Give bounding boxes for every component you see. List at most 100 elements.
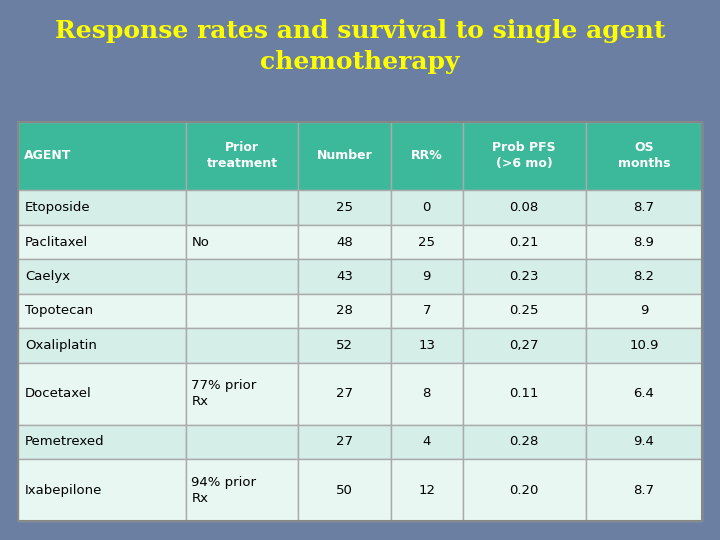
Text: 12: 12: [418, 484, 435, 497]
FancyBboxPatch shape: [462, 225, 585, 259]
Text: 9.4: 9.4: [634, 435, 654, 448]
FancyBboxPatch shape: [585, 122, 702, 191]
FancyBboxPatch shape: [18, 424, 186, 459]
Text: RR%: RR%: [411, 150, 443, 163]
Text: 9: 9: [639, 305, 648, 318]
FancyBboxPatch shape: [462, 328, 585, 363]
Text: 8.9: 8.9: [634, 235, 654, 248]
Text: Number: Number: [317, 150, 372, 163]
FancyBboxPatch shape: [585, 294, 702, 328]
FancyBboxPatch shape: [299, 459, 391, 521]
FancyBboxPatch shape: [18, 328, 186, 363]
FancyBboxPatch shape: [462, 294, 585, 328]
Text: No: No: [192, 235, 210, 248]
FancyBboxPatch shape: [18, 122, 186, 191]
FancyBboxPatch shape: [18, 459, 186, 521]
FancyBboxPatch shape: [18, 191, 186, 225]
Text: 77% prior
Rx: 77% prior Rx: [192, 379, 256, 408]
Text: 0.21: 0.21: [510, 235, 539, 248]
FancyBboxPatch shape: [391, 328, 462, 363]
FancyBboxPatch shape: [18, 294, 186, 328]
Text: Prior
treatment: Prior treatment: [207, 141, 278, 171]
FancyBboxPatch shape: [585, 225, 702, 259]
Text: 6.4: 6.4: [634, 387, 654, 400]
Text: Response rates and survival to single agent
chemotherapy: Response rates and survival to single ag…: [55, 19, 665, 75]
FancyBboxPatch shape: [186, 363, 299, 424]
Text: 25: 25: [418, 235, 435, 248]
Text: AGENT: AGENT: [24, 150, 71, 163]
FancyBboxPatch shape: [299, 225, 391, 259]
FancyBboxPatch shape: [186, 122, 299, 191]
FancyBboxPatch shape: [186, 259, 299, 294]
FancyBboxPatch shape: [186, 191, 299, 225]
Text: 0.11: 0.11: [510, 387, 539, 400]
Text: 9: 9: [423, 270, 431, 283]
Text: OS
months: OS months: [618, 141, 670, 171]
FancyBboxPatch shape: [186, 328, 299, 363]
FancyBboxPatch shape: [585, 328, 702, 363]
Text: Pemetrexed: Pemetrexed: [25, 435, 105, 448]
FancyBboxPatch shape: [391, 424, 462, 459]
FancyBboxPatch shape: [462, 191, 585, 225]
Text: 25: 25: [336, 201, 353, 214]
FancyBboxPatch shape: [18, 259, 186, 294]
FancyBboxPatch shape: [462, 259, 585, 294]
Text: Etoposide: Etoposide: [25, 201, 91, 214]
Text: 27: 27: [336, 387, 353, 400]
Text: 52: 52: [336, 339, 353, 352]
FancyBboxPatch shape: [186, 424, 299, 459]
FancyBboxPatch shape: [299, 294, 391, 328]
Text: 0.23: 0.23: [510, 270, 539, 283]
FancyBboxPatch shape: [186, 225, 299, 259]
FancyBboxPatch shape: [299, 122, 391, 191]
Text: Caelyx: Caelyx: [25, 270, 71, 283]
FancyBboxPatch shape: [391, 191, 462, 225]
Text: 4: 4: [423, 435, 431, 448]
Text: 8: 8: [423, 387, 431, 400]
Text: 50: 50: [336, 484, 353, 497]
Text: Ixabepilone: Ixabepilone: [25, 484, 102, 497]
FancyBboxPatch shape: [462, 459, 585, 521]
Text: 43: 43: [336, 270, 353, 283]
FancyBboxPatch shape: [585, 259, 702, 294]
FancyBboxPatch shape: [585, 459, 702, 521]
Text: Oxaliplatin: Oxaliplatin: [25, 339, 97, 352]
Text: 28: 28: [336, 305, 353, 318]
FancyBboxPatch shape: [462, 424, 585, 459]
FancyBboxPatch shape: [299, 424, 391, 459]
Text: 13: 13: [418, 339, 435, 352]
Text: 8.2: 8.2: [634, 270, 654, 283]
Text: 8.7: 8.7: [634, 484, 654, 497]
FancyBboxPatch shape: [299, 259, 391, 294]
FancyBboxPatch shape: [391, 363, 462, 424]
Text: 7: 7: [423, 305, 431, 318]
FancyBboxPatch shape: [585, 363, 702, 424]
Text: 94% prior
Rx: 94% prior Rx: [192, 476, 256, 504]
Text: Topotecan: Topotecan: [25, 305, 94, 318]
FancyBboxPatch shape: [18, 363, 186, 424]
FancyBboxPatch shape: [299, 328, 391, 363]
Text: 27: 27: [336, 435, 353, 448]
Text: 0.08: 0.08: [510, 201, 539, 214]
FancyBboxPatch shape: [462, 363, 585, 424]
Text: 0: 0: [423, 201, 431, 214]
Text: Prob PFS
(>6 mo): Prob PFS (>6 mo): [492, 141, 556, 171]
Text: 0,27: 0,27: [510, 339, 539, 352]
FancyBboxPatch shape: [18, 225, 186, 259]
FancyBboxPatch shape: [299, 363, 391, 424]
FancyBboxPatch shape: [391, 122, 462, 191]
FancyBboxPatch shape: [391, 225, 462, 259]
Text: 0.25: 0.25: [510, 305, 539, 318]
FancyBboxPatch shape: [186, 294, 299, 328]
Text: Docetaxel: Docetaxel: [25, 387, 92, 400]
FancyBboxPatch shape: [391, 259, 462, 294]
Text: 0.28: 0.28: [510, 435, 539, 448]
Text: Paclitaxel: Paclitaxel: [25, 235, 89, 248]
FancyBboxPatch shape: [585, 424, 702, 459]
FancyBboxPatch shape: [391, 459, 462, 521]
FancyBboxPatch shape: [186, 459, 299, 521]
FancyBboxPatch shape: [462, 122, 585, 191]
Text: 48: 48: [336, 235, 353, 248]
FancyBboxPatch shape: [299, 191, 391, 225]
Text: 8.7: 8.7: [634, 201, 654, 214]
